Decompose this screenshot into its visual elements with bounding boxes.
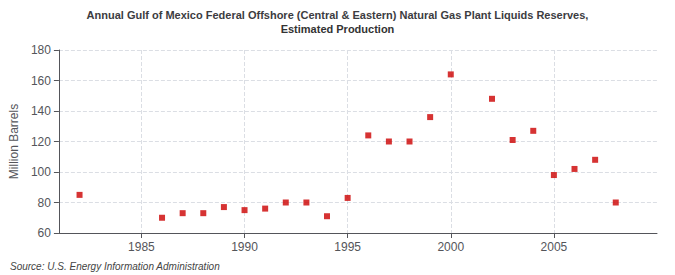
- svg-text:Annual Gulf of Mexico Federal: Annual Gulf of Mexico Federal Offshore (…: [87, 9, 589, 21]
- svg-text:1995: 1995: [334, 240, 361, 254]
- svg-text:1990: 1990: [231, 240, 258, 254]
- svg-text:100: 100: [31, 165, 51, 179]
- svg-text:180: 180: [31, 43, 51, 57]
- svg-text:Estimated Production: Estimated Production: [281, 23, 395, 35]
- svg-text:2005: 2005: [541, 240, 568, 254]
- svg-text:Source: U.S. Energy Informatio: Source: U.S. Energy Information Administ…: [10, 261, 220, 272]
- svg-text:60: 60: [38, 226, 52, 240]
- svg-text:80: 80: [38, 196, 52, 210]
- svg-text:160: 160: [31, 74, 51, 88]
- svg-text:2000: 2000: [437, 240, 464, 254]
- svg-text:Million Barrels: Million Barrels: [7, 104, 21, 179]
- svg-text:140: 140: [31, 104, 51, 118]
- svg-text:1985: 1985: [128, 240, 155, 254]
- svg-text:120: 120: [31, 135, 51, 149]
